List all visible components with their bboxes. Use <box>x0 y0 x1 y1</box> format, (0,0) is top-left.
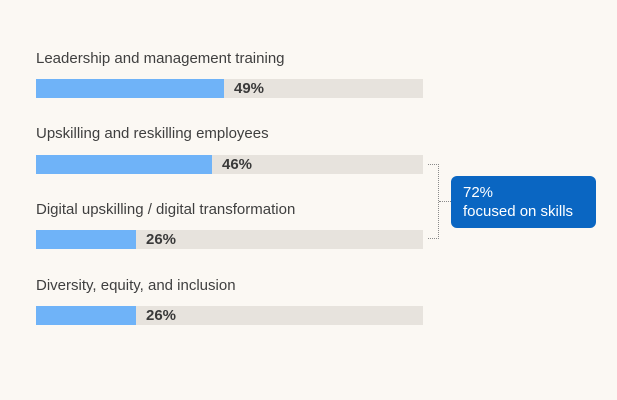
value-label: 26% <box>146 231 177 248</box>
category-label: Digital upskilling / digital transformat… <box>36 201 296 218</box>
category-label: Diversity, equity, and inclusion <box>36 277 236 294</box>
value-label: 49% <box>234 80 265 97</box>
value-label: 46% <box>222 156 253 173</box>
bar <box>36 79 224 98</box>
bar-track: 26% <box>36 306 423 325</box>
value-label: 26% <box>146 307 177 324</box>
category-label: Leadership and management training <box>36 50 285 67</box>
bar <box>36 230 136 249</box>
callout-text: focused on skills <box>463 203 574 220</box>
bar <box>36 306 136 325</box>
bar <box>36 155 212 174</box>
group-bracket <box>428 164 439 239</box>
category-label: Upskilling and reskilling employees <box>36 125 269 142</box>
callout-value: 72% <box>463 184 494 201</box>
bracket-connector <box>439 201 451 202</box>
callout-box: 72% focused on skills <box>451 176 596 228</box>
bar-track: 26% <box>36 230 423 249</box>
bar-track: 46% <box>36 155 423 174</box>
bar-track: 49% <box>36 79 423 98</box>
